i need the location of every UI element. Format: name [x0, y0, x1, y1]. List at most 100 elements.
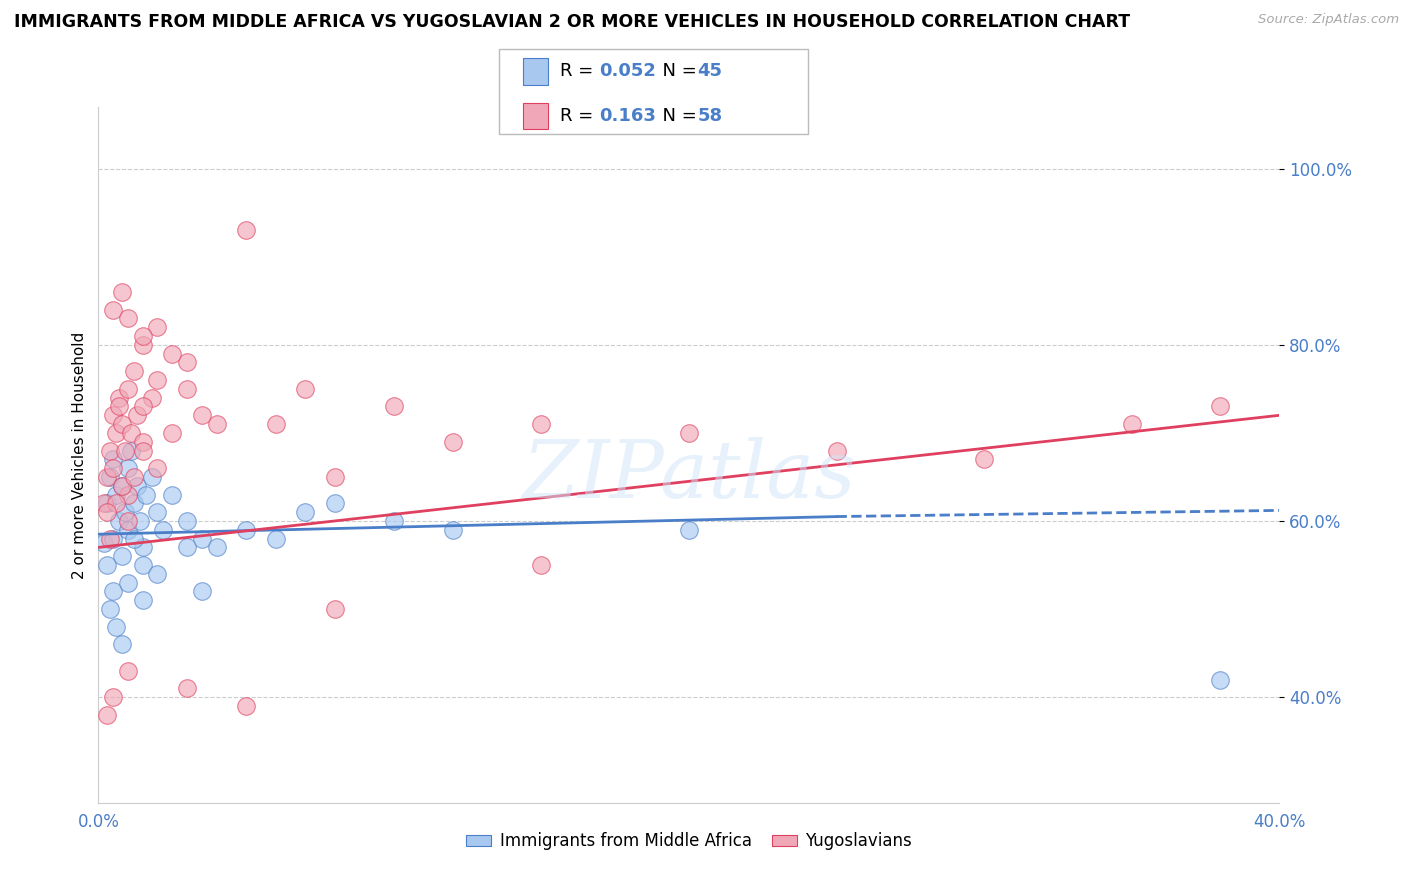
- Point: [103, 584, 125, 599]
- Point: [105, 487, 128, 501]
- Point: [146, 373, 169, 387]
- Point: [105, 496, 128, 510]
- Point: [132, 558, 155, 572]
- Point: [294, 382, 316, 396]
- Point: [98, 532, 121, 546]
- Point: [132, 338, 155, 352]
- Point: [122, 496, 145, 510]
- Point: [122, 364, 145, 378]
- Text: IMMIGRANTS FROM MIDDLE AFRICA VS YUGOSLAVIAN 2 OR MORE VEHICLES IN HOUSEHOLD COR: IMMIGRANTS FROM MIDDLE AFRICA VS YUGOSLA…: [14, 13, 1130, 31]
- Point: [132, 400, 155, 414]
- Point: [152, 523, 174, 537]
- Point: [176, 382, 198, 396]
- Point: [678, 523, 700, 537]
- Point: [117, 575, 139, 590]
- Point: [132, 593, 155, 607]
- Point: [825, 443, 848, 458]
- Point: [191, 409, 214, 423]
- Point: [1121, 417, 1143, 431]
- Point: [125, 409, 148, 423]
- Point: [93, 536, 115, 550]
- Point: [111, 417, 134, 431]
- Text: N =: N =: [651, 107, 703, 125]
- Point: [530, 417, 553, 431]
- Point: [103, 461, 125, 475]
- Point: [973, 452, 995, 467]
- Point: [323, 602, 346, 616]
- Point: [111, 479, 134, 493]
- Point: [264, 532, 287, 546]
- Point: [111, 479, 134, 493]
- Point: [93, 496, 115, 510]
- Point: [162, 346, 183, 360]
- Point: [105, 620, 128, 634]
- Point: [117, 382, 139, 396]
- Point: [105, 425, 128, 440]
- Point: [103, 452, 125, 467]
- Point: [132, 443, 155, 458]
- Point: [132, 329, 155, 343]
- Point: [111, 549, 134, 564]
- Point: [146, 566, 169, 581]
- Point: [111, 285, 134, 299]
- Point: [98, 443, 121, 458]
- Point: [678, 425, 700, 440]
- Point: [117, 664, 139, 678]
- Point: [96, 558, 118, 572]
- Point: [323, 470, 346, 484]
- Text: 0.052: 0.052: [599, 62, 655, 80]
- Text: 0.163: 0.163: [599, 107, 655, 125]
- Point: [235, 523, 257, 537]
- Point: [132, 434, 155, 449]
- Point: [120, 425, 142, 440]
- Y-axis label: 2 or more Vehicles in Household: 2 or more Vehicles in Household: [72, 331, 87, 579]
- Point: [108, 391, 131, 405]
- Point: [205, 417, 228, 431]
- Point: [117, 487, 139, 501]
- Text: Source: ZipAtlas.com: Source: ZipAtlas.com: [1258, 13, 1399, 27]
- Point: [141, 470, 163, 484]
- Point: [176, 514, 198, 528]
- Point: [108, 514, 131, 528]
- Point: [176, 355, 198, 369]
- Legend: Immigrants from Middle Africa, Yugoslavians: Immigrants from Middle Africa, Yugoslavi…: [460, 826, 918, 857]
- Point: [117, 461, 139, 475]
- Point: [98, 470, 121, 484]
- Point: [103, 532, 125, 546]
- Text: R =: R =: [560, 62, 599, 80]
- Point: [96, 505, 118, 519]
- Point: [146, 461, 169, 475]
- Point: [191, 532, 214, 546]
- Point: [96, 470, 118, 484]
- Point: [98, 602, 121, 616]
- Point: [323, 496, 346, 510]
- Point: [1209, 400, 1232, 414]
- Point: [264, 417, 287, 431]
- Point: [294, 505, 316, 519]
- Point: [441, 523, 464, 537]
- Text: 58: 58: [697, 107, 723, 125]
- Point: [111, 637, 134, 651]
- Point: [146, 320, 169, 334]
- Point: [205, 541, 228, 555]
- Text: 45: 45: [697, 62, 723, 80]
- Point: [235, 223, 257, 237]
- Point: [135, 487, 157, 501]
- Point: [120, 443, 142, 458]
- Point: [530, 558, 553, 572]
- Point: [235, 698, 257, 713]
- Point: [382, 514, 405, 528]
- Text: ZIPatlas: ZIPatlas: [522, 437, 856, 515]
- Point: [176, 541, 198, 555]
- Point: [146, 505, 169, 519]
- Point: [114, 505, 136, 519]
- Point: [382, 400, 405, 414]
- Text: R =: R =: [560, 107, 599, 125]
- Point: [117, 523, 139, 537]
- Point: [441, 434, 464, 449]
- Point: [125, 479, 148, 493]
- Point: [96, 496, 118, 510]
- Point: [176, 681, 198, 696]
- Point: [162, 425, 183, 440]
- Point: [132, 541, 155, 555]
